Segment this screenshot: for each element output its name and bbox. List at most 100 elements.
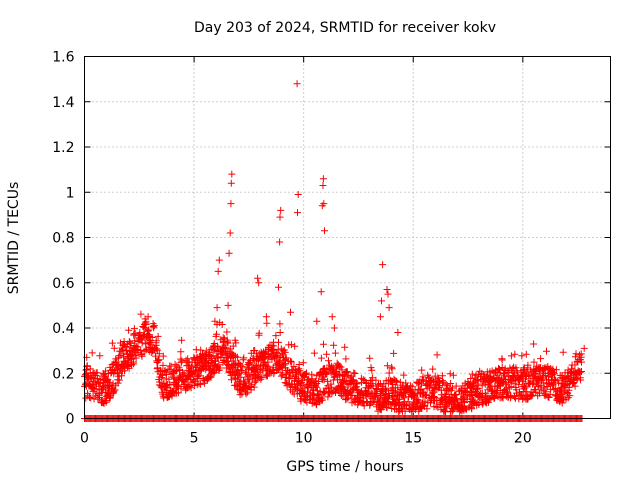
data-point bbox=[174, 389, 182, 397]
data-point bbox=[132, 354, 140, 362]
data-point bbox=[515, 381, 523, 389]
data-point bbox=[408, 383, 416, 391]
data-point bbox=[230, 361, 238, 369]
data-point bbox=[447, 380, 455, 387]
data-point bbox=[565, 386, 573, 394]
data-point bbox=[152, 352, 159, 360]
y-tick-label: 0 bbox=[66, 412, 75, 428]
data-point bbox=[543, 347, 550, 355]
data-point bbox=[255, 279, 263, 287]
data-point bbox=[243, 388, 251, 396]
data-point bbox=[288, 358, 296, 366]
data-point bbox=[224, 339, 232, 347]
data-point bbox=[319, 182, 327, 189]
data-point bbox=[507, 352, 515, 360]
data-point bbox=[215, 361, 223, 369]
data-point bbox=[262, 313, 270, 321]
data-point bbox=[365, 383, 373, 391]
data-point bbox=[142, 340, 150, 348]
data-point bbox=[533, 362, 541, 370]
data-point bbox=[257, 375, 265, 383]
data-point bbox=[317, 354, 325, 362]
data-point bbox=[552, 366, 560, 374]
x-tick-label: 15 bbox=[404, 431, 422, 447]
data-point bbox=[86, 365, 94, 373]
data-point bbox=[232, 381, 240, 389]
data-point bbox=[439, 379, 446, 387]
data-point bbox=[394, 329, 402, 336]
data-point bbox=[213, 304, 221, 312]
data-point bbox=[106, 378, 114, 386]
x-tick-label: 20 bbox=[514, 431, 532, 447]
data-point bbox=[530, 340, 538, 348]
y-tick-label: 0.4 bbox=[52, 321, 74, 337]
data-point bbox=[238, 363, 246, 371]
data-point bbox=[184, 355, 192, 363]
data-point bbox=[545, 394, 553, 401]
data-point bbox=[372, 376, 380, 384]
data-point bbox=[524, 371, 532, 379]
data-point bbox=[93, 369, 101, 377]
data-point bbox=[322, 370, 330, 378]
data-point bbox=[478, 369, 486, 377]
data-point bbox=[115, 376, 123, 384]
data-point bbox=[385, 304, 393, 312]
data-point bbox=[432, 402, 440, 410]
data-point bbox=[549, 381, 557, 389]
data-point bbox=[230, 351, 238, 359]
data-point bbox=[178, 336, 186, 344]
data-point bbox=[299, 359, 307, 367]
x-tick-label: 5 bbox=[190, 431, 199, 447]
data-point bbox=[438, 372, 446, 380]
data-point bbox=[87, 394, 95, 402]
data-point bbox=[530, 358, 538, 366]
data-point bbox=[220, 335, 228, 343]
data-point bbox=[342, 355, 350, 363]
data-point bbox=[210, 346, 218, 354]
data-point bbox=[550, 386, 558, 394]
data-point bbox=[179, 371, 187, 379]
data-point bbox=[524, 361, 532, 369]
data-point bbox=[237, 366, 245, 374]
data-point bbox=[433, 351, 441, 359]
data-point bbox=[434, 374, 442, 382]
data-point bbox=[137, 347, 145, 355]
data-point bbox=[446, 370, 454, 378]
data-point bbox=[213, 353, 221, 361]
data-point bbox=[148, 334, 156, 341]
data-point bbox=[277, 206, 285, 214]
data-point bbox=[324, 393, 332, 401]
data-point bbox=[111, 386, 119, 394]
y-tick-label: 1.2 bbox=[52, 140, 74, 156]
data-point bbox=[225, 249, 233, 257]
data-point bbox=[178, 377, 186, 384]
data-point bbox=[327, 383, 335, 391]
data-point bbox=[294, 209, 301, 217]
data-point bbox=[425, 383, 433, 391]
data-point bbox=[319, 175, 327, 183]
data-point bbox=[383, 404, 391, 412]
data-point bbox=[532, 388, 540, 396]
data-point bbox=[275, 357, 283, 365]
data-points bbox=[81, 80, 588, 422]
data-point bbox=[400, 371, 408, 379]
data-point bbox=[310, 349, 318, 357]
data-point bbox=[144, 327, 152, 335]
chart-title: Day 203 of 2024, SRMTID for receiver kok… bbox=[194, 20, 496, 36]
data-point bbox=[254, 274, 262, 282]
data-point bbox=[214, 267, 222, 275]
data-point bbox=[313, 317, 321, 325]
data-point bbox=[368, 366, 376, 374]
data-point bbox=[331, 349, 339, 357]
data-point bbox=[512, 364, 520, 372]
data-point bbox=[513, 369, 521, 377]
data-point bbox=[452, 382, 460, 390]
data-point bbox=[418, 366, 426, 374]
data-point bbox=[507, 383, 515, 391]
data-point bbox=[442, 392, 450, 400]
data-point bbox=[470, 398, 477, 406]
data-point bbox=[227, 179, 235, 187]
data-point bbox=[242, 368, 250, 376]
data-point bbox=[303, 369, 310, 377]
data-point bbox=[382, 403, 390, 411]
